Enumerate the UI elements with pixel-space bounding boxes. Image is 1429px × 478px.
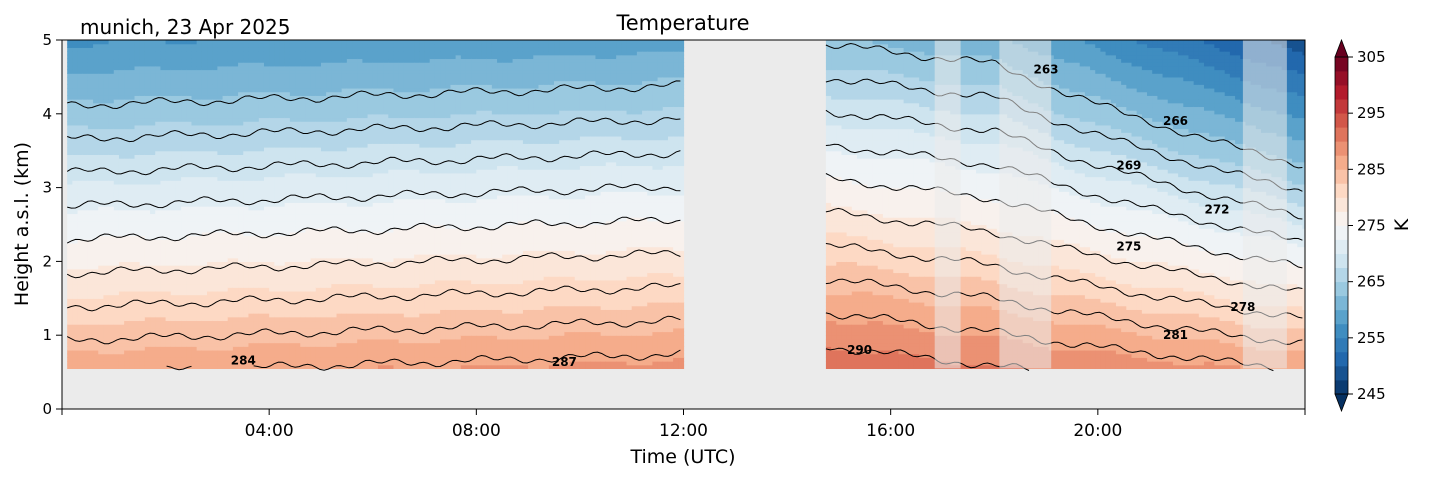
y-tick-label: 1: [42, 326, 52, 344]
colorbar-tick-label: 245: [1357, 385, 1386, 403]
colorbar-band: [1335, 99, 1348, 114]
contour-line-275: [66, 216, 681, 244]
contour-line-281: [67, 282, 681, 312]
x-tick-label: 16:00: [866, 421, 915, 441]
contour-label-275: 275: [1116, 240, 1141, 254]
contour-line-284: [825, 278, 1303, 345]
contour-line-287: [253, 349, 681, 371]
contour-labels: 263 266 269 272 275 278 281 284 287 290: [231, 63, 1256, 369]
contour-label-287: 287: [552, 355, 577, 369]
contour-label-263: 263: [1033, 63, 1058, 77]
masked-intervals: [934, 40, 1287, 369]
colorbar-label: K: [1391, 218, 1413, 231]
contour-label-266: 266: [1163, 114, 1188, 128]
masked-interval-3: [1242, 40, 1287, 369]
colorbar-tick-label: 305: [1357, 48, 1386, 66]
colorbar-band: [1335, 127, 1348, 142]
contour-line-266: [67, 117, 681, 143]
colorbar-band: [1335, 239, 1348, 254]
colorbar-band: [1335, 225, 1348, 240]
colorbar-band: [1335, 267, 1348, 283]
contour-label-290: 290: [847, 343, 872, 357]
y-tick-label: 3: [42, 179, 52, 197]
colorbar-band: [1335, 365, 1348, 381]
contour-label-269: 269: [1116, 159, 1141, 173]
colorbar-extend-min: [1334, 393, 1349, 413]
y-tick-label: 0: [42, 400, 52, 418]
contour-line-266: [825, 78, 1303, 192]
colorbar-band: [1335, 197, 1348, 212]
contour-line-263: [67, 80, 681, 110]
y-axis-label: Height a.s.l. (km): [11, 142, 33, 306]
y-tick-label: 5: [42, 31, 52, 49]
colorbar-band: [1335, 183, 1348, 198]
colorbar-band: [1335, 169, 1348, 184]
contour-line-272: [67, 183, 681, 209]
y-axis: 0 1 2 3 4 5: [42, 31, 62, 418]
colorbar-band: [1335, 337, 1348, 353]
x-tick-label: 04:00: [245, 421, 294, 441]
colorbar-tick-label: 265: [1357, 273, 1386, 291]
colorbar-tick-label: 255: [1357, 329, 1386, 347]
contour-lines: [66, 42, 1303, 372]
colorbar-tick-label: 295: [1357, 104, 1386, 122]
colorbar-band: [1335, 155, 1348, 170]
colorbar-band: [1335, 57, 1348, 72]
colorbar-band: [1335, 211, 1348, 226]
colorbar: 245 255 265 275 285 295 305: [1334, 38, 1386, 413]
contour-label-278: 278: [1230, 300, 1255, 314]
contour-line-290: [825, 347, 1030, 371]
contour-label-272: 272: [1204, 203, 1229, 217]
contour-line-287: [166, 365, 192, 371]
contour-line-278: [825, 207, 1303, 291]
colorbar-tick-label: 285: [1357, 160, 1386, 178]
colorbar-band: [1335, 323, 1348, 339]
colorbar-band: [1335, 309, 1348, 325]
contour-line-269: [66, 150, 681, 176]
contour-line-269: [825, 109, 1303, 220]
contour-line-275: [825, 173, 1303, 269]
colorbar-band: [1335, 113, 1348, 128]
colorbar-band: [1335, 253, 1348, 269]
contour-label-281: 281: [1163, 328, 1188, 342]
x-tick-label: 08:00: [452, 421, 501, 441]
colorbar-band: [1335, 281, 1348, 297]
masked-interval-2: [999, 40, 1052, 369]
contour-line-284: [66, 315, 681, 345]
contour-line-272: [825, 143, 1303, 241]
x-axis-label: Time (UTC): [629, 446, 735, 468]
colorbar-band: [1335, 141, 1348, 156]
colorbar-band: [1335, 379, 1348, 395]
x-tick-label: 12:00: [659, 421, 708, 441]
contour-line-263: [825, 42, 1303, 169]
contour-line-278: [66, 249, 681, 279]
contour-line-281: [825, 243, 1303, 319]
colorbar-extend-max: [1334, 38, 1349, 58]
temperature-field: [67, 40, 1305, 370]
colorbar-tick-label: 275: [1357, 217, 1386, 235]
colorbar-band: [1335, 351, 1348, 367]
masked-interval-1: [934, 40, 961, 369]
colorbar-band: [1335, 295, 1348, 311]
contour-label-284: 284: [231, 353, 256, 367]
colorbar-band: [1335, 71, 1348, 86]
chart-subtitle: munich, 23 Apr 2025: [80, 15, 290, 39]
x-axis: 04:00 08:00 12:00 16:00 20:00: [61, 409, 1306, 441]
chart-title: Temperature: [615, 11, 749, 35]
y-tick-label: 2: [42, 252, 52, 270]
x-tick-label: 20:00: [1073, 421, 1122, 441]
y-tick-label: 4: [42, 105, 52, 123]
colorbar-band: [1335, 85, 1348, 100]
